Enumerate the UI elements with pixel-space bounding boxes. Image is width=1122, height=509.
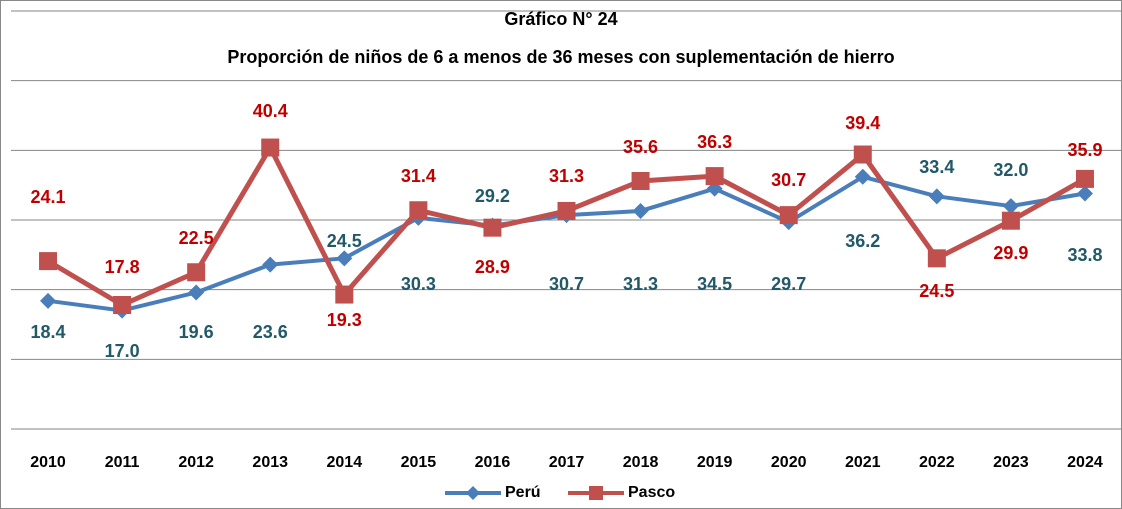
x-tick-label: 2023: [993, 454, 1029, 471]
marker: [113, 295, 132, 314]
x-tick-label: 2014: [327, 454, 363, 471]
x-tick-label: 2020: [771, 454, 807, 471]
x-tick-label: 2024: [1067, 454, 1103, 471]
data-label: 31.3: [623, 274, 658, 294]
x-tick-label: 2010: [30, 454, 66, 471]
data-label: 18.4: [31, 322, 66, 342]
legend-marker: [589, 486, 603, 500]
marker: [1002, 198, 1019, 215]
data-label: 40.4: [253, 101, 288, 121]
legend-label: Pasco: [628, 484, 675, 501]
marker: [557, 201, 576, 220]
chart-subtitle: Proporción de niños de 6 a menos de 36 m…: [227, 47, 894, 67]
data-label: 30.3: [401, 274, 436, 294]
data-label: 36.3: [697, 132, 732, 152]
data-label: 22.5: [179, 228, 214, 248]
data-label: 32.0: [993, 160, 1028, 180]
x-tick-label: 2022: [919, 454, 955, 471]
data-label: 36.2: [845, 231, 880, 251]
marker: [854, 168, 871, 185]
data-label: 33.4: [919, 157, 954, 177]
x-tick-label: 2012: [178, 454, 214, 471]
marker: [631, 171, 650, 190]
data-label: 17.8: [105, 257, 140, 277]
marker: [1001, 211, 1020, 230]
data-label: 39.4: [845, 113, 880, 133]
data-label: 30.7: [549, 274, 584, 294]
marker: [928, 188, 945, 205]
marker: [705, 167, 724, 186]
data-label: 19.6: [179, 322, 214, 342]
marker: [853, 145, 872, 164]
marker: [779, 206, 798, 225]
x-tick-label: 2019: [697, 454, 733, 471]
data-label: 17.0: [105, 341, 140, 361]
x-tick-label: 2021: [845, 454, 881, 471]
marker: [1076, 185, 1093, 202]
marker: [632, 202, 649, 219]
chart-title: Gráfico N° 24: [504, 9, 617, 29]
data-label: 35.9: [1067, 140, 1102, 160]
marker: [1075, 169, 1094, 188]
marker: [39, 252, 58, 271]
data-label: 19.3: [327, 310, 362, 330]
data-label: 34.5: [697, 274, 732, 294]
legend-label: Perú: [505, 484, 541, 501]
data-label: 29.9: [993, 243, 1028, 263]
marker: [336, 250, 353, 267]
data-label: 24.5: [919, 281, 954, 301]
marker: [927, 249, 946, 268]
data-label: 35.6: [623, 137, 658, 157]
data-label: 33.8: [1067, 245, 1102, 265]
marker: [409, 201, 428, 220]
data-label: 31.3: [549, 166, 584, 186]
x-tick-label: 2018: [623, 454, 659, 471]
marker: [483, 218, 502, 237]
x-tick-label: 2016: [475, 454, 511, 471]
x-tick-label: 2011: [105, 454, 140, 471]
data-label: 24.5: [327, 231, 362, 251]
marker: [187, 263, 206, 282]
data-label: 28.9: [475, 257, 510, 277]
data-label: 24.1: [31, 187, 66, 207]
data-label: 23.6: [253, 322, 288, 342]
data-label: 30.7: [771, 170, 806, 190]
marker: [188, 284, 205, 301]
marker: [335, 285, 354, 304]
legend-marker: [466, 486, 480, 500]
data-label: 31.4: [401, 166, 436, 186]
marker: [262, 256, 279, 273]
x-tick-label: 2013: [252, 454, 288, 471]
data-label: 29.2: [475, 186, 510, 206]
x-tick-label: 2015: [401, 454, 437, 471]
marker: [261, 138, 280, 157]
marker: [40, 292, 57, 309]
x-tick-label: 2017: [549, 454, 585, 471]
data-label: 29.7: [771, 274, 806, 294]
